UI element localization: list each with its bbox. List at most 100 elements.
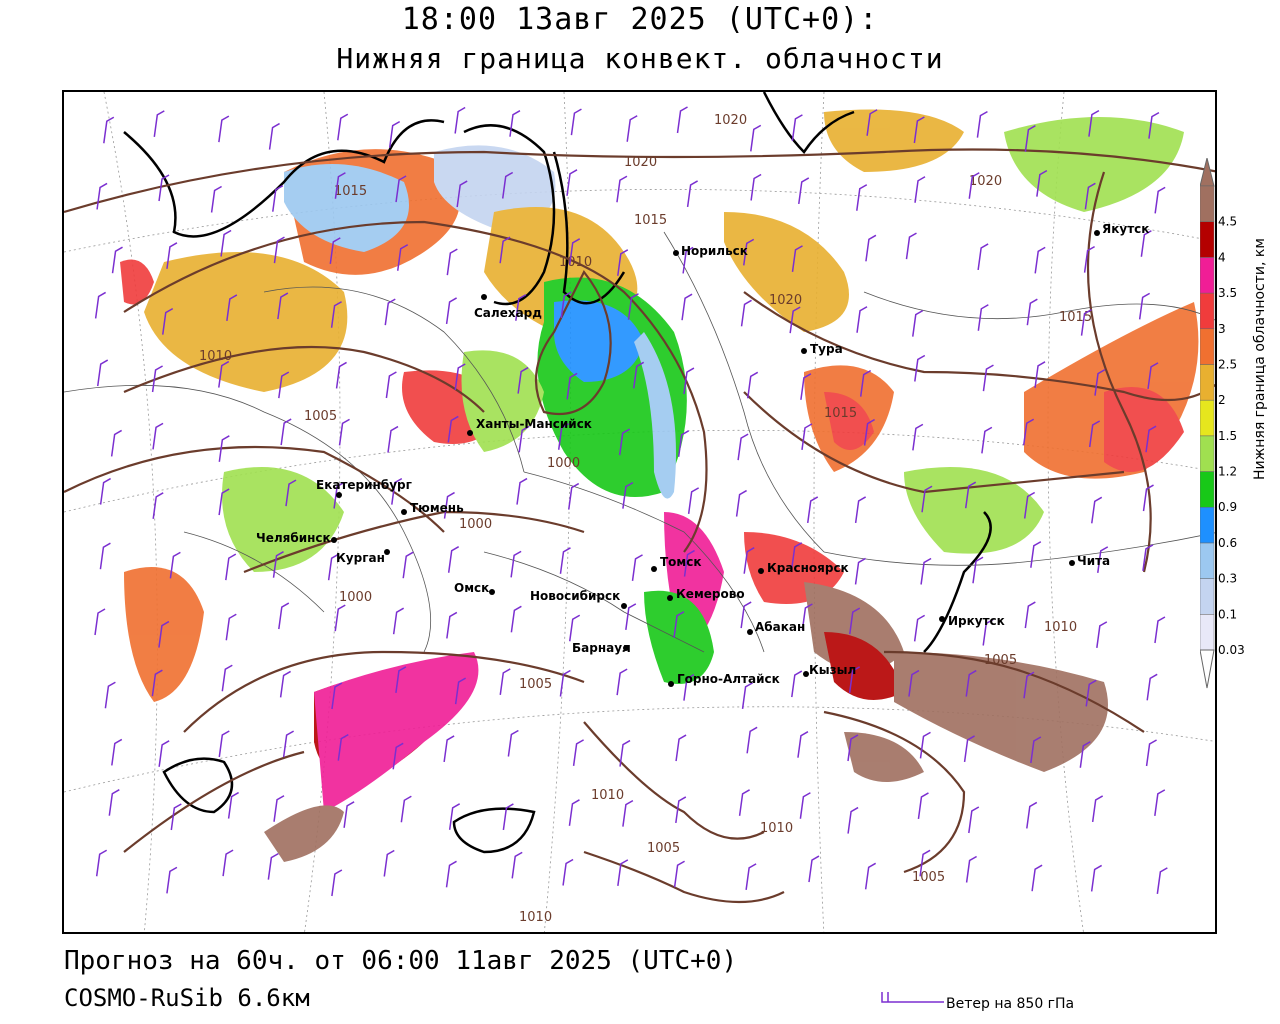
wind-barb	[683, 549, 695, 577]
wind-barb	[1023, 671, 1035, 699]
city-markers: Салехард Норильск Тура Якутск Ханты-Манс…	[256, 222, 1149, 687]
wind-barb	[516, 477, 528, 505]
wind-barb	[337, 733, 349, 761]
wind-barb	[963, 735, 975, 763]
wind-barb	[151, 365, 163, 393]
city-label: Салехард	[474, 306, 542, 320]
wind-barb	[445, 297, 457, 325]
wind-barb	[557, 423, 570, 450]
wind-barb	[1026, 298, 1038, 326]
city-label: Иркутск	[948, 614, 1005, 628]
wind-barb	[919, 849, 931, 877]
wind-barb	[921, 485, 933, 513]
wind-barb	[385, 371, 397, 399]
isobar-label: 1010	[760, 821, 793, 836]
wind-barb	[746, 726, 758, 754]
wind-barb	[337, 113, 349, 141]
wind-barb	[566, 372, 578, 400]
wind-barb	[568, 614, 581, 642]
wind-barb	[848, 666, 861, 693]
wind-barb	[396, 244, 409, 271]
wind-barb	[1148, 111, 1160, 139]
wind-barb	[750, 173, 762, 201]
wind-barb	[391, 477, 403, 505]
wind-barb	[161, 307, 174, 335]
isobar-label: 1005	[912, 870, 945, 885]
isobar-labels: 1020 1020 1020 1015 1010 1020 1015 1015 …	[199, 113, 1092, 925]
wind-barb	[920, 557, 932, 585]
wind-barb	[218, 435, 230, 462]
wind-barb	[686, 180, 698, 208]
wind-barb	[279, 670, 291, 698]
wind-barb	[1091, 795, 1104, 823]
wind-barb	[981, 426, 993, 454]
isobar-label: 1010	[559, 255, 592, 270]
cloud-area	[120, 259, 154, 305]
wind-barbs	[94, 106, 1168, 897]
cloud-area	[824, 392, 874, 450]
city-label: Якутск	[1102, 222, 1149, 236]
legend-swatch	[1200, 435, 1215, 472]
wind-barb	[791, 670, 803, 698]
wind-barb	[153, 110, 165, 137]
wind-barb	[797, 731, 809, 758]
wind-barb	[791, 245, 803, 272]
wind-barb	[917, 792, 929, 820]
wind-barb	[735, 489, 747, 517]
cloud-area	[824, 632, 904, 700]
wind-barb	[908, 669, 920, 697]
wind-barb	[454, 677, 467, 705]
wind-barb	[1142, 544, 1154, 571]
wind-barb	[509, 110, 521, 137]
city-label: Омск	[454, 581, 489, 595]
wind-barb	[388, 120, 401, 148]
city-gorno-altaysk: Горно-Алтайск	[668, 672, 780, 687]
cloud-area	[824, 109, 964, 172]
city-tura: Тура	[801, 342, 843, 356]
wind-barb	[687, 487, 700, 514]
wind-barb	[737, 433, 749, 461]
wind-barb	[220, 229, 232, 257]
wind-barb	[329, 237, 341, 264]
legend-swatch	[1200, 578, 1215, 615]
wind-barb	[1026, 801, 1038, 829]
wind-barb	[225, 613, 237, 641]
weather-map: 1020 1020 1020 1015 1010 1020 1015 1015 …	[62, 90, 1217, 934]
isobar-label: 1015	[634, 213, 667, 228]
wind-barb	[507, 729, 519, 757]
wind-barb	[1146, 673, 1158, 701]
wind-barb-icon	[881, 992, 944, 1003]
wind-barb	[570, 108, 582, 136]
wind-barb	[738, 789, 750, 816]
city-label: Томск	[660, 555, 702, 569]
wind-barb	[268, 122, 280, 150]
wind-barb	[913, 614, 926, 642]
wind-barb	[221, 664, 233, 692]
city-kyzyl: Кызыл	[803, 663, 856, 677]
city-abakan: Абакан	[747, 620, 805, 635]
wind-barb	[222, 849, 234, 877]
isobar-label: 1015	[824, 406, 857, 421]
city-label: Челябинск	[256, 531, 331, 545]
wind-barb	[111, 246, 123, 274]
wind-barb	[151, 669, 163, 697]
city-krasnoyarsk: Красноярск	[758, 561, 849, 575]
wind-barb	[334, 604, 346, 632]
wind-barb	[103, 116, 115, 144]
legend-swatch	[1200, 614, 1215, 651]
wind-barb	[331, 869, 343, 897]
wind-barb	[510, 550, 522, 578]
wind-barb	[560, 291, 572, 319]
legend-swatch	[1200, 221, 1215, 258]
wind-barb	[622, 481, 634, 509]
city-label: Екатеринбург	[316, 478, 412, 492]
wind-barb	[1145, 425, 1157, 453]
legend-swatch	[1200, 399, 1215, 437]
admin-borders	[64, 231, 1215, 653]
wind-barb	[1140, 230, 1152, 257]
wind-barb	[282, 730, 294, 758]
cloud-area	[894, 652, 1108, 772]
wind-barb	[400, 795, 412, 823]
cloud-area	[264, 805, 344, 862]
wind-barb	[968, 172, 980, 199]
